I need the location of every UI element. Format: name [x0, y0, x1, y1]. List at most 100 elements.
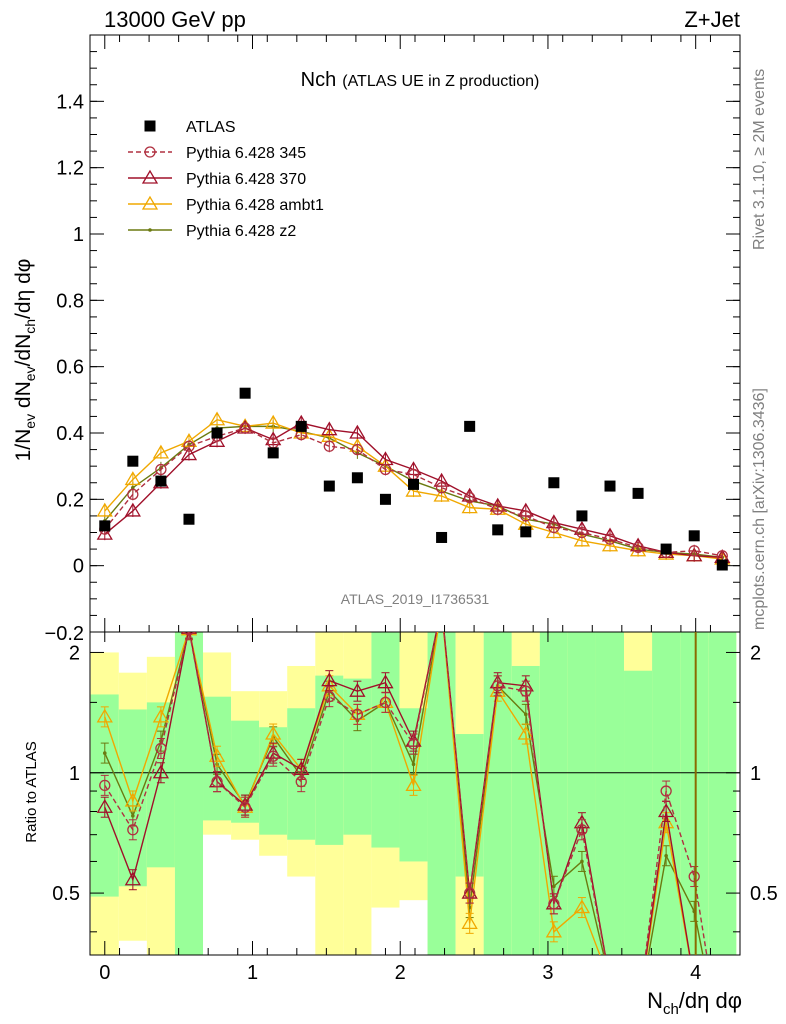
ratio-point [239, 801, 251, 813]
ratio-ytick-label-right: 0.5 [750, 883, 778, 905]
main-point [379, 493, 391, 505]
main-point [155, 463, 167, 476]
ratio-ylabel: Ratio to ATLAS [23, 741, 40, 842]
main-ytick-label: 1.4 [56, 91, 84, 113]
main-ytick-label: 0.2 [56, 489, 84, 511]
ratio-point [520, 685, 532, 697]
main-point [604, 533, 616, 545]
ratio-ytick-label-right: 2 [750, 642, 761, 664]
main-point [548, 521, 560, 534]
ratio-point [377, 674, 394, 689]
ratio-point [580, 859, 584, 864]
main-point [124, 502, 141, 517]
ratio-band-green [708, 632, 737, 955]
main-point [520, 510, 532, 522]
ratio-point [321, 672, 338, 687]
ratio-band-green [174, 632, 204, 955]
ratio-xtick-label: 3 [542, 962, 553, 984]
ratio-band-green [146, 702, 175, 868]
main-point [379, 463, 392, 476]
ratio-point [183, 632, 195, 636]
main-point [433, 487, 450, 502]
side-label-bottom: mcplots.cern.ch [arXiv:1306.3436] [751, 388, 768, 630]
ratio-ytick-label-right: 1 [750, 763, 761, 785]
legend-marker [148, 228, 152, 232]
ratio-point [605, 977, 615, 987]
legend-label: Pythia 6.428 ambt1 [186, 197, 324, 214]
ratio-panel: 0.5 0.5 1 1 2 2 0 1 2 3 4 [52, 631, 778, 1018]
ratio-point [461, 915, 478, 930]
legend-marker [141, 195, 159, 210]
ratio-series-group [96, 632, 708, 1018]
main-point [323, 480, 335, 492]
main-point [265, 414, 282, 429]
watermark: ATLAS_2019_I1736531 [341, 591, 490, 607]
main-point [604, 480, 616, 492]
main-point [492, 524, 504, 536]
ratio-point [517, 725, 534, 740]
main-point [436, 531, 448, 543]
ratio-point [464, 887, 476, 899]
ratio-point [664, 853, 668, 858]
legend-marker [144, 146, 156, 158]
main-point [349, 424, 366, 439]
main-point [295, 420, 307, 432]
main-point [127, 455, 139, 467]
main-point [405, 482, 422, 497]
ratio-point [180, 632, 198, 634]
ratio-point [96, 708, 113, 723]
legend-label: Pythia 6.428 345 [186, 145, 306, 162]
main-point [461, 499, 478, 514]
ratio-point [633, 1008, 643, 1018]
main-point [124, 471, 141, 486]
ratio-point [295, 776, 307, 788]
main-point [520, 526, 532, 538]
ratio-point [688, 870, 700, 883]
main-point [321, 421, 338, 436]
ratio-point [102, 751, 107, 755]
main-point [716, 559, 728, 571]
main-subtitle-text: (ATLAS UE in Z production) [342, 73, 539, 90]
ratio-point [411, 762, 416, 767]
main-point [573, 532, 591, 547]
ratio-point [548, 898, 560, 910]
ratio-point [523, 712, 528, 717]
main-point [267, 447, 279, 459]
header-left: 13000 GeV pp [104, 7, 246, 32]
ratio-point [152, 764, 170, 779]
ratio-point [265, 725, 282, 740]
ratio-point [576, 824, 588, 836]
main-point [183, 440, 195, 452]
ratio-point [323, 691, 335, 703]
ratio-point [603, 975, 617, 987]
ratio-point [407, 738, 420, 750]
ratio-point [603, 975, 617, 987]
main-point [408, 478, 420, 490]
ratio-point [127, 824, 139, 836]
ratio-point [211, 776, 223, 788]
ratio-point [545, 923, 562, 938]
ratio-ytick-label: 1 [69, 763, 80, 785]
main-point [688, 545, 700, 557]
ratio-point [267, 750, 279, 762]
legend-label: Pythia 6.428 370 [186, 171, 306, 188]
legend-label: ATLAS [186, 119, 236, 136]
ratio-ytick-label: 0.5 [52, 883, 80, 905]
main-title-text: Nch [301, 69, 337, 91]
main-point [688, 530, 700, 542]
main-point [323, 440, 335, 452]
ratio-band-green [343, 678, 372, 835]
main-point [548, 477, 560, 489]
main-ytick-label: 0.4 [56, 423, 84, 445]
main-point [435, 482, 448, 494]
main-point [601, 537, 619, 552]
main-ytick-label: 1.2 [56, 158, 84, 180]
main-series [99, 422, 728, 562]
main-point [155, 475, 167, 487]
ratio-series [96, 632, 691, 987]
main-point [99, 520, 111, 532]
main-point [464, 420, 476, 432]
ratio-point [405, 777, 422, 792]
main-point [152, 444, 170, 459]
main-series [99, 387, 728, 571]
